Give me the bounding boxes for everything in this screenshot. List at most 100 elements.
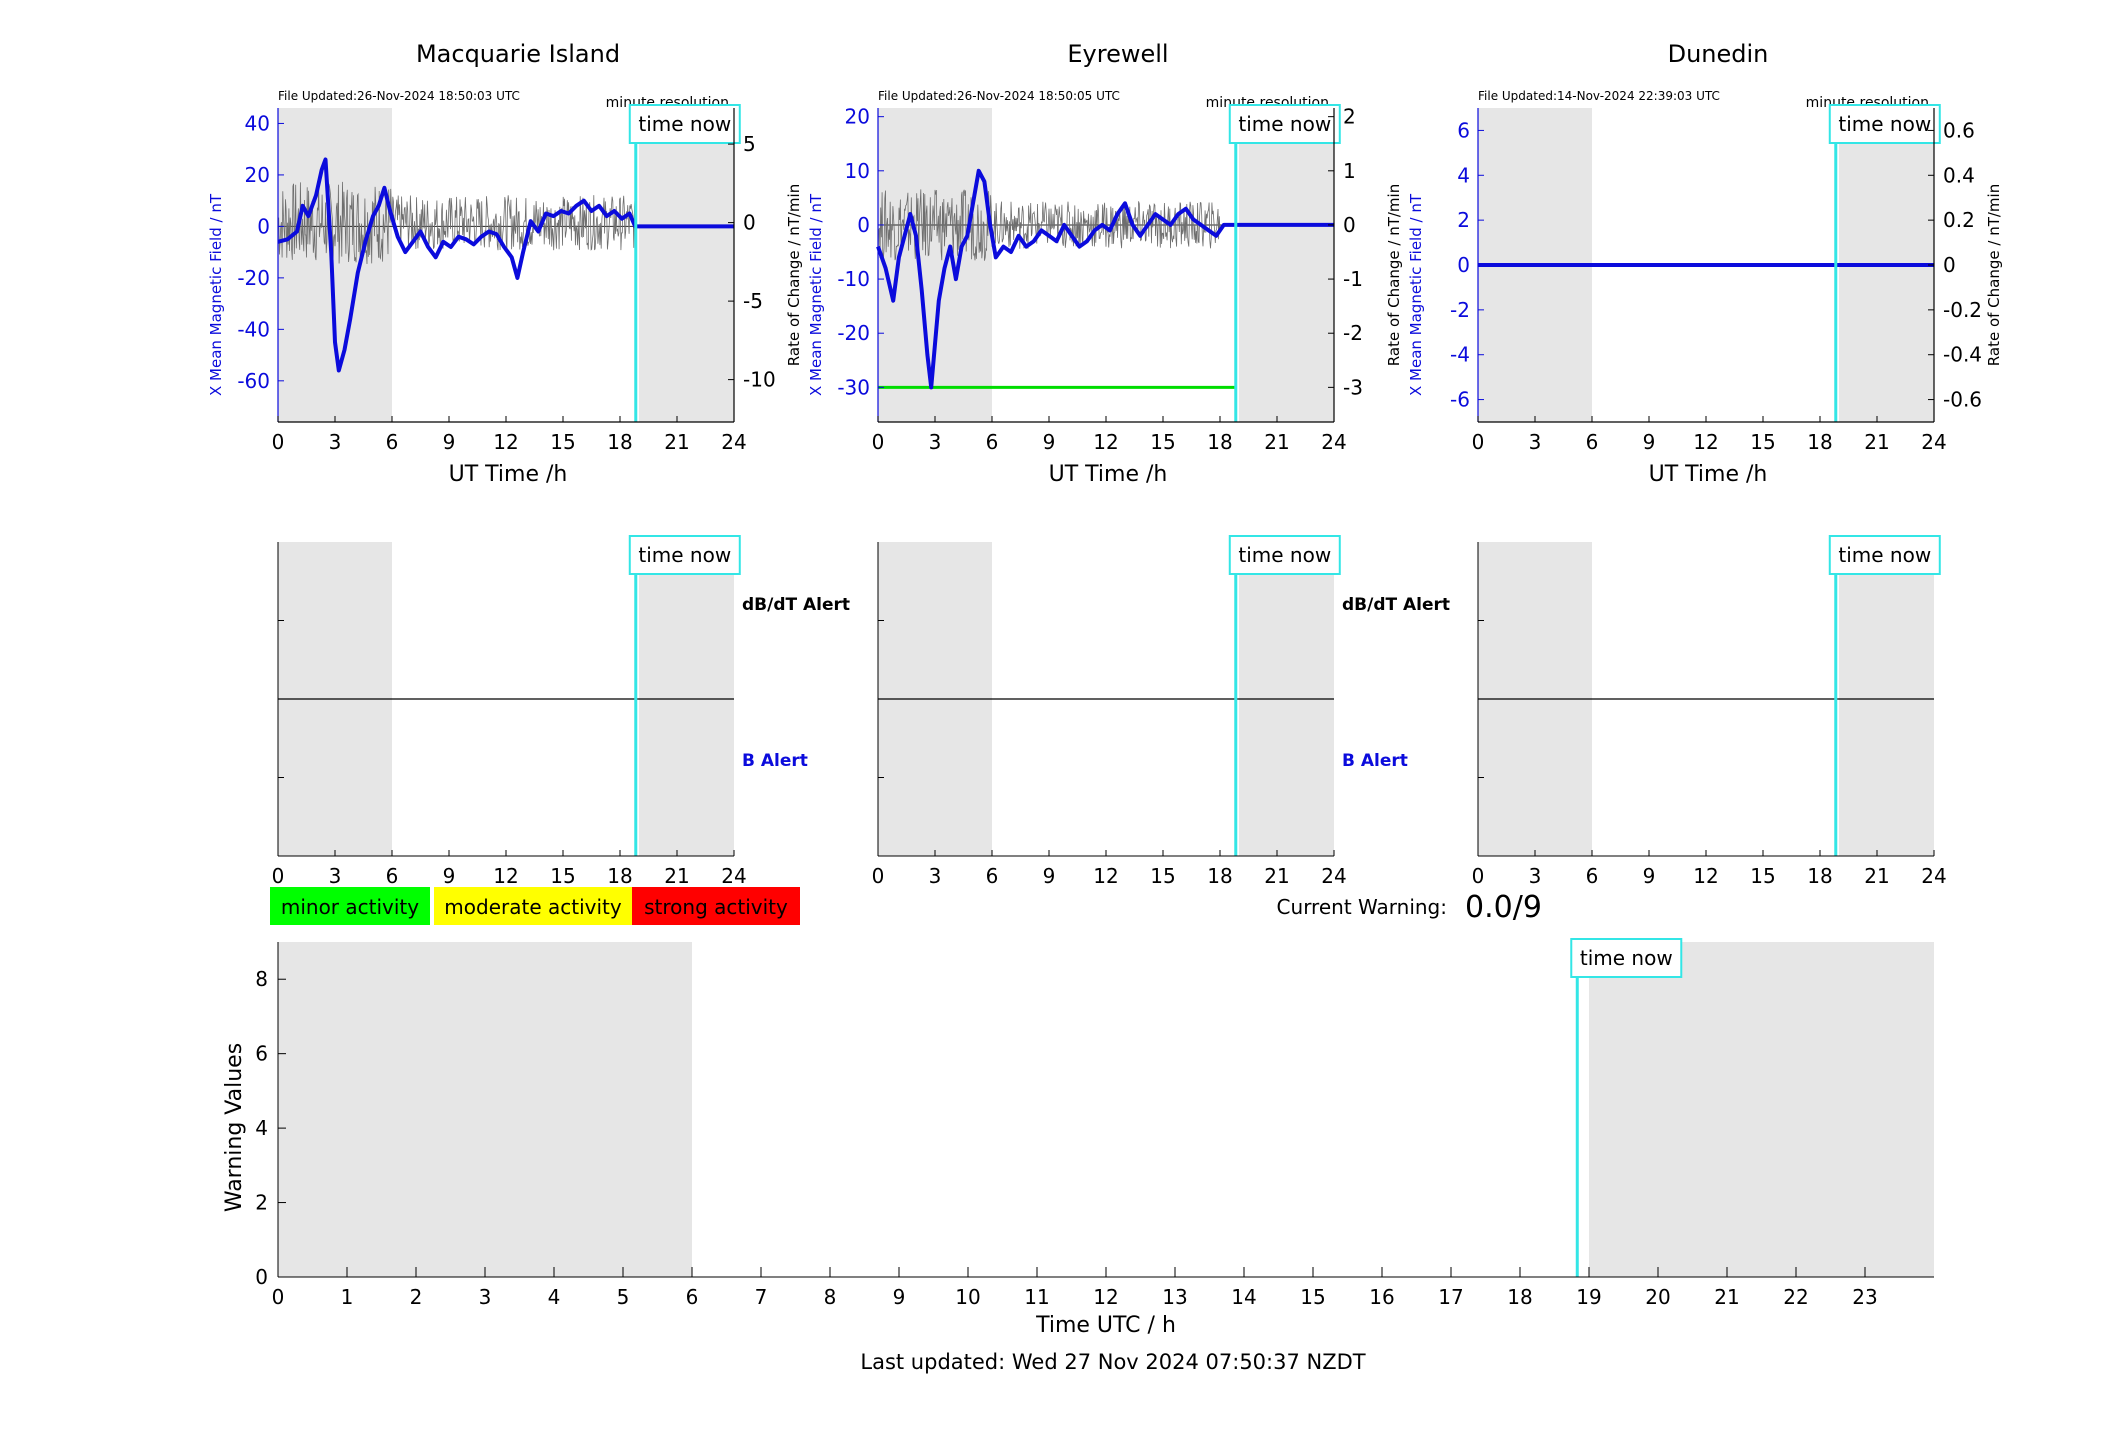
x-tick-label: 15 <box>1750 430 1775 454</box>
magnetic-field-line <box>277 157 734 373</box>
x-tick-label: 21 <box>664 430 689 454</box>
x-tick-label: 3 <box>1529 430 1542 454</box>
x-tick-label: 18 <box>1807 430 1832 454</box>
time-now-label: time now <box>638 112 731 136</box>
last-updated-text: Last updated: Wed 27 Nov 2024 07:50:37 N… <box>860 1350 1365 1374</box>
y-left-tick-label: 2 <box>1457 208 1470 232</box>
shade-region <box>1589 942 1934 1277</box>
x-tick-label: 9 <box>1643 430 1656 454</box>
y-right-tick-label: -0.2 <box>1943 298 1982 322</box>
shade-region <box>278 942 692 1277</box>
y-left-tick-label: 0 <box>1457 253 1470 277</box>
y-right-tick-label: 0.6 <box>1943 118 1975 142</box>
y-left-tick-label: 0 <box>257 214 270 238</box>
y-left-tick-label: 10 <box>845 159 870 183</box>
y-axis-label: Warning Values <box>222 1043 247 1212</box>
x-tick-label: 12 <box>493 430 518 454</box>
time-now-box <box>1828 104 1941 144</box>
y-left-axis-label: X Mean Magnetic Field / nT <box>1407 193 1425 396</box>
y-left-tick-label: 6 <box>1457 118 1470 142</box>
x-tick-label: 24 <box>721 430 746 454</box>
y-right-tick-label: 2 <box>1343 105 1356 129</box>
time-now-label: time now <box>1238 112 1331 136</box>
time-now-box <box>1228 535 1341 575</box>
x-tick-label: 5 <box>617 1285 630 1309</box>
x-tick-label: 10 <box>955 1285 980 1309</box>
x-tick-label: 15 <box>1150 864 1175 888</box>
alert-charts: time now 0 3 6 9 12 15 18 21 24 dB/dT Alert B Alert… <box>272 535 1947 888</box>
x-tick-label: 9 <box>893 1285 906 1309</box>
x-tick-label: 18 <box>1507 1285 1532 1309</box>
x-tick-label: 21 <box>1864 430 1889 454</box>
y-left-tick-label: -6 <box>1450 388 1470 412</box>
station-title: Eyrewell <box>1067 40 1168 68</box>
y-left-tick-label: 20 <box>245 163 270 187</box>
x-axis-label: UT Time /h <box>1049 462 1168 487</box>
y-tick-label: 0 <box>255 1265 268 1289</box>
y-tick-label: 4 <box>255 1116 268 1140</box>
y-right-tick-label: 0.2 <box>1943 208 1975 232</box>
y-right-tick-label: -0.6 <box>1943 388 1982 412</box>
x-tick-label: 9 <box>443 864 456 888</box>
x-tick-label: 18 <box>1207 430 1232 454</box>
time-now-label: time now <box>638 543 731 567</box>
x-tick-label: 3 <box>1529 864 1542 888</box>
x-tick-label: 3 <box>479 1285 492 1309</box>
y-left-tick-label: 0 <box>857 213 870 237</box>
x-tick-label: 20 <box>1645 1285 1670 1309</box>
station-title: Dunedin <box>1668 40 1769 68</box>
y-left-tick-label: -40 <box>237 317 270 341</box>
x-tick-label: 8 <box>824 1285 837 1309</box>
x-tick-label: 21 <box>1264 430 1289 454</box>
station-chart-macquarie-island: Macquarie Island File Updated:26-Nov-2024… <box>207 40 803 487</box>
current-warning-value: 0.0/9 <box>1465 890 1542 925</box>
y-right-tick-label: 0 <box>743 211 756 235</box>
x-tick-label: 6 <box>1586 430 1599 454</box>
y-left-axis-label: X Mean Magnetic Field / nT <box>207 193 225 396</box>
alert-chart-1: time now 0 3 6 9 12 15 18 21 24 dB/dT Alert B Alert <box>272 535 850 888</box>
y-right-tick-label: -2 <box>1343 321 1363 345</box>
x-tick-label: 21 <box>1864 864 1889 888</box>
legend-moderate <box>434 887 632 925</box>
x-axis-label: UT Time /h <box>449 462 568 487</box>
y-right-tick-label: -3 <box>1343 375 1363 399</box>
y-left-tick-label: -60 <box>237 369 270 393</box>
x-tick-label: 24 <box>1921 864 1946 888</box>
station-title: Macquarie Island <box>416 40 620 68</box>
x-tick-label: 3 <box>929 430 942 454</box>
time-now-box <box>628 535 741 575</box>
x-tick-label: 22 <box>1783 1285 1808 1309</box>
x-tick-label: 15 <box>1300 1285 1325 1309</box>
x-tick-label: 12 <box>493 864 518 888</box>
y-right-tick-label: -10 <box>743 368 776 392</box>
alert-chart-3: time now 0 3 6 9 12 15 18 21 24 <box>1472 535 1947 888</box>
x-tick-label: 6 <box>686 1285 699 1309</box>
alert-chart-2: time now 0 3 6 9 12 15 18 21 24 dB/dT Alert B Alert <box>872 535 1450 888</box>
time-now-label: time now <box>1838 112 1931 136</box>
time-now-box <box>628 104 741 144</box>
time-now-label: time now <box>1580 946 1673 970</box>
x-tick-label: 15 <box>1750 864 1775 888</box>
legend-strong <box>632 887 800 925</box>
x-tick-label: 3 <box>929 864 942 888</box>
magnetic-field-line <box>876 168 1334 390</box>
x-tick-label: 12 <box>1093 1285 1118 1309</box>
x-tick-label: 21 <box>664 864 689 888</box>
station-chart-eyrewell: Eyrewell File Updated:26-Nov-2024 18:50:0… <box>807 40 1403 487</box>
x-tick-label: 1 <box>341 1285 354 1309</box>
x-tick-label: 19 <box>1576 1285 1601 1309</box>
x-tick-label: 12 <box>1093 430 1118 454</box>
shade-region <box>1239 108 1334 422</box>
x-tick-label: 18 <box>607 430 632 454</box>
y-left-tick-label: -30 <box>837 375 870 399</box>
station-chart-dunedin: Dunedin File Updated:14-Nov-2024 22:39:03… <box>1407 40 2003 487</box>
x-tick-label: 0 <box>1472 864 1485 888</box>
y-left-tick-label: 40 <box>245 111 270 135</box>
y-right-tick-label: 0 <box>1343 213 1356 237</box>
x-tick-label: 6 <box>1586 864 1599 888</box>
x-tick-label: 24 <box>1921 430 1946 454</box>
x-tick-label: 11 <box>1024 1285 1049 1309</box>
y-left-tick-label: -4 <box>1450 343 1470 367</box>
current-warning-label: Current Warning: <box>1277 895 1447 919</box>
